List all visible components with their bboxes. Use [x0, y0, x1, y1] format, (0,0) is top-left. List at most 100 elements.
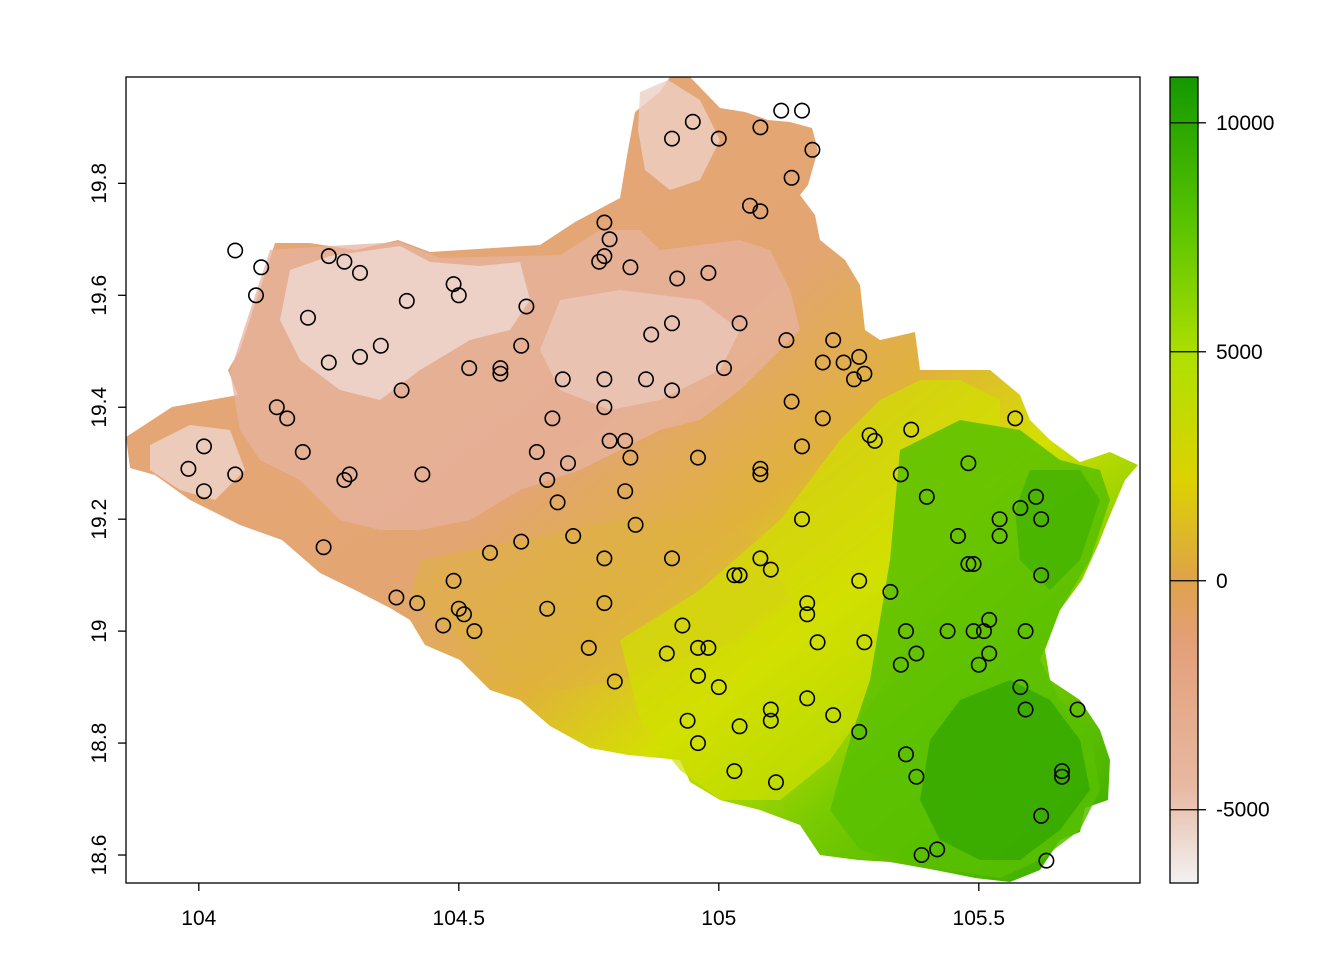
sample-point — [617, 483, 634, 500]
sample-point — [268, 399, 285, 416]
y-axis: 18.6 18.8 19 19.2 19.4 19.6 19.8 — [88, 163, 126, 875]
sample-point — [596, 550, 613, 567]
sample-point — [1017, 701, 1034, 718]
sample-point — [398, 292, 415, 309]
sample-point — [606, 673, 623, 690]
sample-point — [882, 583, 899, 600]
sample-point — [341, 466, 358, 483]
sample-points — [180, 102, 1086, 869]
sample-point — [320, 248, 337, 265]
sample-point — [929, 841, 946, 858]
sample-point — [544, 410, 561, 427]
sample-point — [388, 589, 405, 606]
sample-point — [461, 360, 478, 377]
sample-point — [726, 763, 743, 780]
sample-point — [960, 455, 977, 472]
sample-point — [596, 214, 613, 231]
sample-point — [752, 203, 769, 220]
sample-point — [180, 460, 197, 477]
sample-point — [809, 634, 826, 651]
sample-point — [393, 382, 410, 399]
sample-point — [663, 550, 680, 567]
sample-point — [752, 460, 769, 477]
sample-point — [939, 623, 956, 640]
sample-point — [1054, 763, 1071, 780]
sample-point — [689, 735, 706, 752]
sample-point — [1028, 488, 1045, 505]
sample-point — [825, 332, 842, 349]
sample-point — [253, 259, 270, 276]
y-tick-label: 19.8 — [88, 163, 111, 204]
sample-point — [767, 774, 784, 791]
sample-point — [351, 264, 368, 281]
sample-point — [565, 527, 582, 544]
sample-point — [918, 488, 935, 505]
sample-point — [450, 600, 467, 617]
sample-point — [1033, 511, 1050, 528]
sample-point — [897, 746, 914, 763]
legend-colorbar — [1169, 76, 1199, 884]
sample-point — [778, 332, 795, 349]
x-tick-label: 105.5 — [953, 907, 1006, 930]
sample-point — [715, 360, 732, 377]
x-tick-label: 104.5 — [433, 907, 486, 930]
sample-point — [762, 712, 779, 729]
sample-point — [799, 595, 816, 612]
sample-point — [445, 572, 462, 589]
sample-point — [903, 421, 920, 438]
sample-point — [752, 466, 769, 483]
sample-point — [663, 382, 680, 399]
y-tick-label: 19.2 — [88, 499, 111, 540]
sample-point — [658, 645, 675, 662]
sample-point — [196, 438, 213, 455]
sample-point — [991, 511, 1008, 528]
legend-tick-label: 5000 — [1216, 341, 1263, 364]
sample-point — [320, 354, 337, 371]
sample-point — [539, 600, 556, 617]
sample-point — [539, 471, 556, 488]
raster-layer — [126, 77, 1138, 882]
sample-point — [294, 443, 311, 460]
sample-point — [773, 102, 790, 119]
sample-point — [1054, 768, 1071, 785]
sample-point — [554, 371, 571, 388]
sample-point — [783, 169, 800, 186]
sample-point — [793, 511, 810, 528]
sample-point — [731, 718, 748, 735]
sample-point — [596, 248, 613, 265]
sample-point — [684, 113, 701, 130]
sample-point — [336, 471, 353, 488]
sample-point — [248, 287, 265, 304]
sample-point — [513, 337, 530, 354]
sample-point — [1017, 623, 1034, 640]
dark-green-ridge — [1015, 470, 1100, 590]
y-tick-label: 19.4 — [88, 386, 111, 427]
sample-point — [710, 679, 727, 696]
sample-point — [762, 701, 779, 718]
sample-point — [726, 567, 743, 584]
y-tick-label: 19 — [88, 619, 111, 642]
sample-point — [627, 516, 644, 533]
sample-point — [663, 315, 680, 332]
legend-tick-label: 10000 — [1216, 112, 1274, 135]
sample-point — [1038, 852, 1055, 869]
sample-point — [793, 102, 810, 119]
sample-point — [637, 371, 654, 388]
sample-point — [481, 544, 498, 561]
legend-tick-label: 0 — [1216, 570, 1228, 593]
sample-point — [663, 130, 680, 147]
sample-point — [196, 483, 213, 500]
dark-green-zone — [920, 680, 1090, 860]
sample-point — [669, 270, 686, 287]
sample-point — [970, 656, 987, 673]
sample-point — [762, 561, 779, 578]
sample-point — [689, 667, 706, 684]
sample-point — [752, 550, 769, 567]
sample-point — [814, 354, 831, 371]
sample-point — [991, 527, 1008, 544]
sample-point — [518, 298, 535, 315]
y-tick-label: 19.6 — [88, 275, 111, 316]
x-tick-label: 105 — [701, 907, 736, 930]
sample-point — [783, 393, 800, 410]
sample-point — [851, 723, 868, 740]
